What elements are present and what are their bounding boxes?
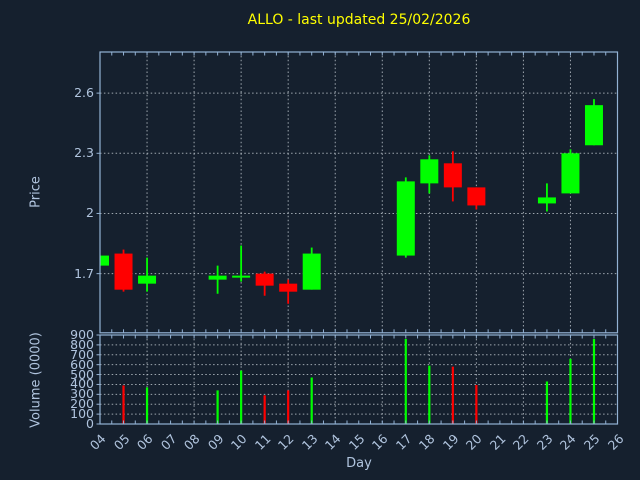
price-tick-label: 2.6 (74, 85, 94, 101)
volume-tick-label: 900 (70, 327, 94, 342)
candle-body (232, 275, 251, 278)
candles-group (100, 99, 603, 304)
volume-tick-label: 0 (86, 416, 94, 431)
candle-body (443, 163, 462, 188)
volume-tick-label: 500 (70, 366, 94, 382)
candle-body (279, 283, 298, 292)
candle-body (302, 253, 321, 290)
chart-title: ALLO - last updated 25/02/2026 (247, 12, 471, 28)
candle-body (420, 159, 439, 184)
volume-tick-label: 800 (70, 336, 94, 352)
candle-body (584, 105, 603, 146)
volume-tick-label: 200 (70, 396, 94, 412)
volume-bars-group (122, 338, 596, 424)
price-tick-label: 2.3 (74, 145, 94, 161)
price-axis-label: Price (28, 176, 44, 208)
price-tick-label: 1.7 (74, 265, 94, 281)
panel-border (99, 51, 619, 334)
day-axis-label: Day (346, 456, 372, 471)
volume-tick-label: 400 (70, 376, 94, 392)
volume-tick-label: 100 (70, 406, 94, 422)
price-tick-label: 2 (86, 205, 94, 221)
candle-body (114, 253, 133, 290)
volume-tick-label: 600 (70, 356, 94, 372)
candle-body (561, 153, 580, 194)
candle-body (467, 187, 486, 206)
volume-tick-label: 700 (70, 346, 94, 362)
candle-body (396, 181, 415, 256)
candle-body (255, 273, 274, 286)
candle-body (138, 275, 157, 284)
volume-tick-label: 300 (70, 386, 94, 402)
panel-border (99, 334, 619, 425)
candle-body (208, 275, 227, 280)
candle-body (100, 255, 109, 266)
candle-body (537, 197, 556, 204)
